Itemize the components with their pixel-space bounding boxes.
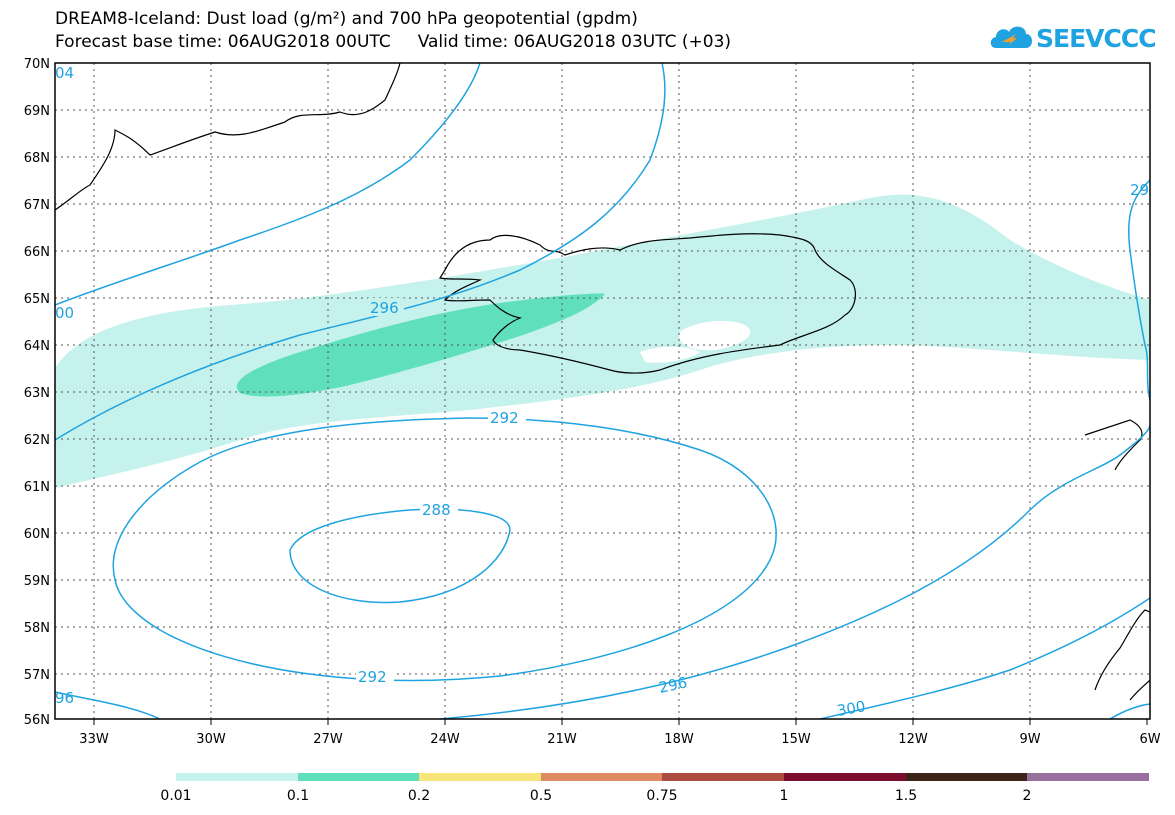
dust-area-medium — [236, 293, 605, 397]
legend-swatch — [541, 773, 662, 781]
contour-label: 288 — [422, 501, 451, 519]
contour-label: 296 — [370, 299, 399, 317]
lat-label: 59N — [24, 574, 50, 589]
legend-swatch — [176, 773, 298, 781]
lat-label: 61N — [24, 480, 50, 495]
legend-swatch — [784, 773, 906, 781]
contour-label: 300 — [836, 697, 867, 720]
legend-swatch — [298, 773, 419, 781]
contour-label: 04 — [55, 64, 74, 82]
lat-label: 67N — [24, 198, 50, 213]
legend-tick-label: 0.75 — [646, 788, 677, 804]
lon-label: 24W — [430, 732, 460, 747]
lon-label: 6W — [1139, 732, 1160, 747]
legend-swatch — [662, 773, 784, 781]
lon-label: 12W — [898, 732, 928, 747]
lon-label: 18W — [664, 732, 694, 747]
contour-label: 292 — [490, 409, 519, 427]
lat-label: 60N — [24, 527, 50, 542]
legend-swatch — [906, 773, 1027, 781]
lat-label: 63N — [24, 386, 50, 401]
grid-lines — [55, 63, 1150, 719]
legend-colorbar — [176, 773, 1149, 781]
legend-tick-label: 0.5 — [530, 788, 552, 804]
lat-label: 58N — [24, 621, 50, 636]
cloud-icon — [990, 26, 1032, 48]
lat-label: 56N — [24, 713, 50, 728]
seevccc-logo: SEEVCCC — [988, 18, 1168, 60]
legend-tick-label: 1 — [780, 788, 789, 804]
lat-label: 66N — [24, 245, 50, 260]
legend-tick-label: 0.01 — [160, 788, 191, 804]
lat-label: 57N — [24, 668, 50, 683]
contour-label: 29 — [1130, 181, 1149, 199]
forecast-time-line: Forecast base time: 06AUG2018 00UTC Vali… — [55, 32, 732, 52]
legend-tick-label: 0.2 — [408, 788, 430, 804]
logo-text: SEEVCCC — [1036, 24, 1157, 53]
legend-tick-label: 0.1 — [287, 788, 309, 804]
legend-tick-label: 1.5 — [895, 788, 917, 804]
lat-label: 64N — [24, 339, 50, 354]
lon-label: 30W — [196, 732, 226, 747]
contour-label: 00 — [55, 304, 74, 322]
lon-label: 21W — [547, 732, 577, 747]
lat-label: 62N — [24, 433, 50, 448]
coastlines — [55, 63, 1150, 701]
map-title: DREAM8-Iceland: Dust load (g/m²) and 700… — [55, 9, 638, 29]
lon-label: 33W — [79, 732, 109, 747]
lat-label: 65N — [24, 292, 50, 307]
legend-tick-label: 2 — [1023, 788, 1032, 804]
lat-label: 69N — [24, 104, 50, 119]
contour-label: 292 — [358, 668, 387, 686]
lon-label: 15W — [781, 732, 811, 747]
lon-label: 27W — [313, 732, 343, 747]
map-frame — [54, 62, 1151, 720]
contour-label: 96 — [55, 689, 74, 707]
lat-label: 68N — [24, 151, 50, 166]
contour-label: 296 — [657, 673, 689, 697]
legend-swatch — [1027, 773, 1149, 781]
lon-label: 9W — [1019, 732, 1040, 747]
contour-lines — [55, 63, 1150, 719]
legend-swatch — [419, 773, 541, 781]
dust-area-light — [55, 194, 1150, 488]
lat-label: 70N — [24, 57, 50, 72]
